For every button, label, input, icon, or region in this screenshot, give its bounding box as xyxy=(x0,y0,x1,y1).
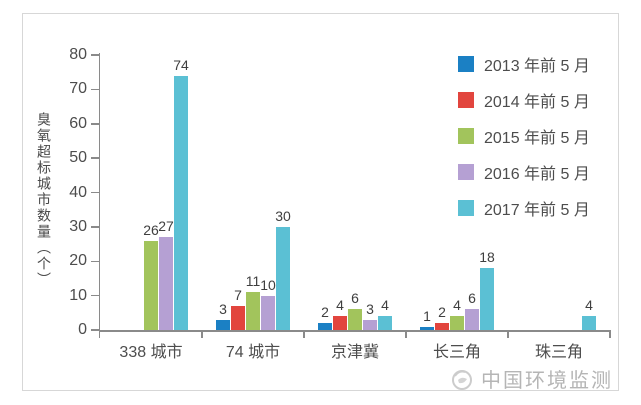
category-label: 74 城市 xyxy=(225,344,281,361)
bar xyxy=(465,309,479,330)
bar xyxy=(378,316,392,330)
y-tick xyxy=(91,157,99,159)
legend-swatch-icon xyxy=(458,164,474,180)
bar xyxy=(261,296,275,330)
x-tick xyxy=(405,330,407,338)
bar-value-label: 2 xyxy=(321,304,329,320)
y-tick xyxy=(91,226,99,228)
bar xyxy=(216,320,230,330)
y-tick xyxy=(91,123,99,125)
y-tick-label: 40 xyxy=(69,183,87,201)
bar-value-label: 30 xyxy=(275,208,291,224)
bar-value-label: 10 xyxy=(260,277,276,293)
bar xyxy=(246,292,260,330)
y-tick xyxy=(91,329,99,331)
legend-swatch-icon xyxy=(458,128,474,144)
bar-value-label: 4 xyxy=(336,297,344,313)
bar-value-label: 4 xyxy=(585,297,593,313)
bar-value-label: 6 xyxy=(468,290,476,306)
bar xyxy=(348,309,362,330)
y-tick-label: 60 xyxy=(69,114,87,132)
bar xyxy=(582,316,596,330)
y-tick-label: 0 xyxy=(78,321,87,338)
x-tick xyxy=(609,330,611,338)
watermark-text: 中国环境监测 xyxy=(481,370,613,392)
bar xyxy=(276,227,290,330)
cnemc-logo-icon xyxy=(452,369,472,390)
y-tick-label: 80 xyxy=(69,46,87,63)
x-axis-line xyxy=(98,330,610,332)
bar-value-label: 4 xyxy=(381,297,389,313)
bar-value-label: 7 xyxy=(234,287,242,303)
legend-item: 2016 年前 5 月 xyxy=(458,160,590,184)
x-tick xyxy=(201,330,203,338)
bar-value-label: 1 xyxy=(423,308,431,324)
y-tick-label: 70 xyxy=(69,80,87,98)
bar xyxy=(450,316,464,330)
bar-value-label: 3 xyxy=(366,301,374,317)
bar-value-label: 4 xyxy=(453,297,461,313)
legend-item: 2013 年前 5 月 xyxy=(458,52,590,76)
legend-swatch-icon xyxy=(458,92,474,108)
legend-label: 2015 年前 5 月 xyxy=(484,130,590,147)
category-label: 京津冀 xyxy=(330,344,379,361)
legend-label: 2016 年前 5 月 xyxy=(484,166,590,183)
y-axis-title: 臭氧超标城市数量（个） xyxy=(36,112,52,288)
y-tick xyxy=(91,88,99,91)
legend-item: 2014 年前 5 月 xyxy=(458,88,590,112)
bar xyxy=(144,241,158,330)
x-tick xyxy=(507,330,509,338)
bar-value-label: 74 xyxy=(173,57,189,73)
bar-value-label: 18 xyxy=(479,249,495,265)
bar-value-label: 26 xyxy=(143,222,159,238)
bar-value-label: 6 xyxy=(351,290,359,306)
legend-item: 2017 年前 5 月 xyxy=(458,196,590,220)
y-tick xyxy=(91,260,99,262)
bar-value-label: 27 xyxy=(158,218,174,234)
watermark: 中国环境监测 xyxy=(449,364,613,393)
y-axis-line xyxy=(98,53,100,338)
bar xyxy=(435,323,449,330)
bar xyxy=(231,306,245,330)
x-tick xyxy=(303,330,305,338)
y-tick xyxy=(91,54,99,56)
legend-swatch-icon xyxy=(458,56,474,72)
legend-item: 2015 年前 5 月 xyxy=(458,124,590,148)
bar xyxy=(159,237,173,330)
legend-label: 2014 年前 5 月 xyxy=(484,94,590,111)
bar-value-label: 11 xyxy=(245,273,261,289)
category-label: 珠三角 xyxy=(534,344,583,361)
legend-label: 2013 年前 5 月 xyxy=(484,58,590,75)
legend-label: 2017 年前 5 月 xyxy=(484,202,590,219)
category-label: 338 城市 xyxy=(119,344,183,361)
bar-value-label: 2 xyxy=(438,304,446,320)
legend-swatch-icon xyxy=(458,200,474,216)
y-tick-label: 10 xyxy=(69,286,87,304)
bar xyxy=(333,316,347,330)
bar xyxy=(174,76,188,330)
y-tick-label: 20 xyxy=(69,252,87,270)
y-tick xyxy=(91,191,99,194)
y-tick-label: 50 xyxy=(69,149,87,167)
bar xyxy=(318,323,332,330)
bar-value-label: 3 xyxy=(219,301,227,317)
y-tick xyxy=(91,294,99,297)
bar xyxy=(480,268,494,330)
y-tick-label: 30 xyxy=(69,217,87,235)
bar xyxy=(363,320,377,330)
category-label: 长三角 xyxy=(432,344,481,361)
bar xyxy=(420,327,434,330)
